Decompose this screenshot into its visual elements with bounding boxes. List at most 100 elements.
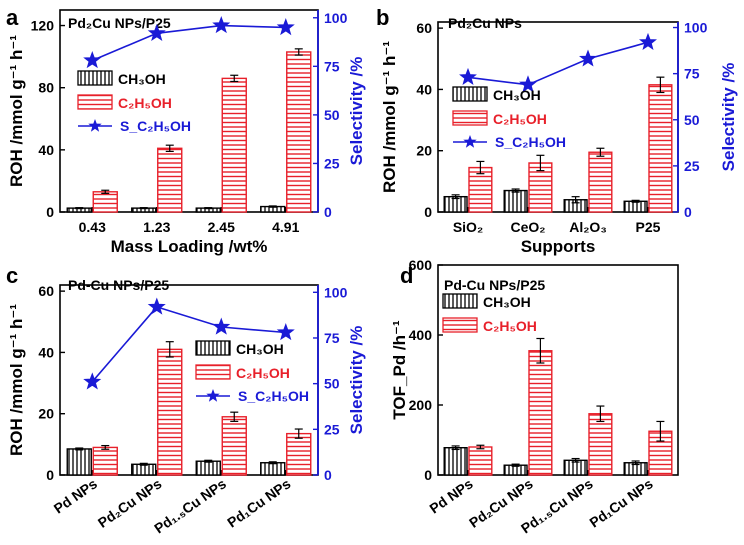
x-tick-label: P25 [636, 219, 661, 235]
y2-tick-label: 50 [324, 376, 340, 392]
selectivity-point [83, 51, 102, 69]
panel-letter: c [6, 263, 18, 288]
x-tick-label: Pd NPs [51, 475, 101, 516]
y2-tick-label: 0 [324, 467, 332, 483]
legend-label: CH₃OH [493, 87, 541, 103]
legend-label: C₂H₅OH [483, 318, 537, 334]
bar-c2h5oh [92, 191, 118, 213]
y2-tick-label: 0 [324, 204, 332, 220]
y-tick-label: 40 [38, 142, 54, 158]
bar-ch3oh [260, 462, 286, 476]
bar-c2h5oh [221, 77, 247, 213]
bar-c2h5oh [648, 84, 673, 213]
selectivity-line [91, 306, 286, 383]
panel-c: c Pd-Cu NPs/P25 0 20 40 60 0 25 50 75 100 ROH /mmol… [6, 263, 366, 537]
selectivity-point [579, 49, 597, 67]
y2-tick-label: 100 [324, 10, 348, 26]
legend-swatch-c2h5oh [442, 317, 478, 333]
panel-letter: d [400, 263, 413, 288]
legend-label: C₂H₅OH [236, 365, 290, 381]
selectivity-point [276, 18, 295, 36]
y2-tick-label: 25 [324, 421, 340, 437]
legend-label: CH₃OH [236, 341, 284, 357]
selectivity-point [276, 323, 295, 341]
y-tick-label: 20 [38, 406, 54, 422]
legend-label: CH₃OH [118, 71, 166, 87]
x-tick-label: Al₂O₃ [569, 219, 607, 235]
legend: CH₃OH C₂H₅OH S_C₂H₅OH [452, 86, 566, 150]
x-tick-label: Pd₁.₅Cu NPs [151, 475, 229, 536]
x-tick-label: Pd₁Cu NPs [224, 475, 294, 530]
legend: CH₃OH C₂H₅OH [442, 293, 537, 334]
y2-tick-label: 100 [324, 284, 348, 300]
y-tick-label: 0 [46, 467, 54, 483]
x-tick-label: Pd NPs [426, 475, 476, 516]
legend-star [463, 135, 477, 148]
y2-tick-label: 25 [324, 155, 340, 171]
bar-c2h5oh [468, 446, 493, 476]
y-tick-label: 80 [38, 80, 54, 96]
x-tick-label: 0.43 [79, 219, 106, 235]
selectivity-point [639, 32, 657, 50]
legend-label: C₂H₅OH [118, 95, 172, 111]
y-axis-label: ROH /mmol g⁻¹ h⁻¹ [380, 41, 399, 193]
bar-ch3oh [195, 460, 221, 476]
legend-swatch-ch3oh [442, 293, 478, 309]
y2-axis-label: Selectivity /% [719, 63, 738, 172]
legend-star [206, 389, 220, 402]
legend-label: S_C₂H₅OH [495, 134, 566, 150]
legend-swatch-ch3oh [452, 86, 488, 102]
y2-tick-label: 75 [324, 58, 340, 74]
selectivity-point [147, 23, 166, 41]
y-tick-label: 0 [424, 467, 432, 483]
x-axis-label: Supports [521, 237, 596, 256]
y2-tick-label: 0 [684, 204, 692, 220]
plot-frame [437, 264, 679, 476]
bar-c2h5oh [588, 413, 613, 476]
x-tick-label: 2.45 [208, 219, 235, 235]
y2-tick-label: 75 [324, 330, 340, 346]
y-axis-label: ROH /mmol g⁻¹ h⁻¹ [7, 35, 26, 187]
y-tick-label: 60 [416, 20, 432, 36]
legend-label: S_C₂H₅OH [238, 388, 309, 404]
x-tick-label: CeO₂ [510, 219, 545, 235]
panel-b: b Pd₂Cu NPs 0 20 40 60 0 25 50 75 100 ROH /mmol g⁻¹… [376, 5, 738, 256]
panel-letter: a [6, 5, 19, 30]
selectivity-point [212, 16, 231, 34]
y-tick-label: 600 [409, 257, 433, 273]
y2-tick-label: 50 [324, 107, 340, 123]
legend-swatch-c2h5oh [452, 110, 488, 126]
bar-ch3oh [443, 447, 468, 476]
selectivity-point [147, 297, 166, 315]
panel-d: d Pd-Cu NPs/P25 0 200 400 600 TOF_Pd /h⁻¹ Pd NP… [390, 257, 679, 537]
panel-letter: b [376, 5, 389, 30]
legend-label: S_C₂H₅OH [120, 118, 191, 134]
selectivity-point [212, 317, 231, 335]
bar-ch3oh [623, 200, 648, 213]
selectivity-line [467, 41, 649, 86]
legend: CH₃OH C₂H₅OH S_C₂H₅OH [77, 70, 191, 134]
bar-c2h5oh [92, 446, 118, 476]
y2-axis-label: Selectivity /% [347, 57, 366, 166]
y-tick-label: 40 [416, 81, 432, 97]
y-tick-label: 60 [38, 283, 54, 299]
y2-tick-label: 100 [684, 20, 708, 36]
x-tick-label: Pd₁Cu NPs [586, 475, 656, 530]
y-tick-label: 40 [38, 344, 54, 360]
y-tick-label: 120 [31, 18, 55, 34]
y-axis-label: TOF_Pd /h⁻¹ [390, 320, 409, 420]
bar-ch3oh [66, 448, 92, 476]
selectivity-point [459, 67, 477, 85]
y2-tick-label: 50 [684, 112, 700, 128]
y2-axis-label: Selectivity /% [347, 326, 366, 435]
legend-swatch-ch3oh [195, 340, 231, 356]
bar-c2h5oh [528, 350, 553, 476]
bar-ch3oh [131, 463, 157, 476]
selectivity-point [83, 372, 102, 390]
y-tick-label: 0 [46, 204, 54, 220]
selectivity-point [519, 75, 537, 93]
y-tick-label: 200 [409, 397, 433, 413]
y-axis-label: ROH /mmol g⁻¹ h⁻¹ [7, 304, 26, 456]
